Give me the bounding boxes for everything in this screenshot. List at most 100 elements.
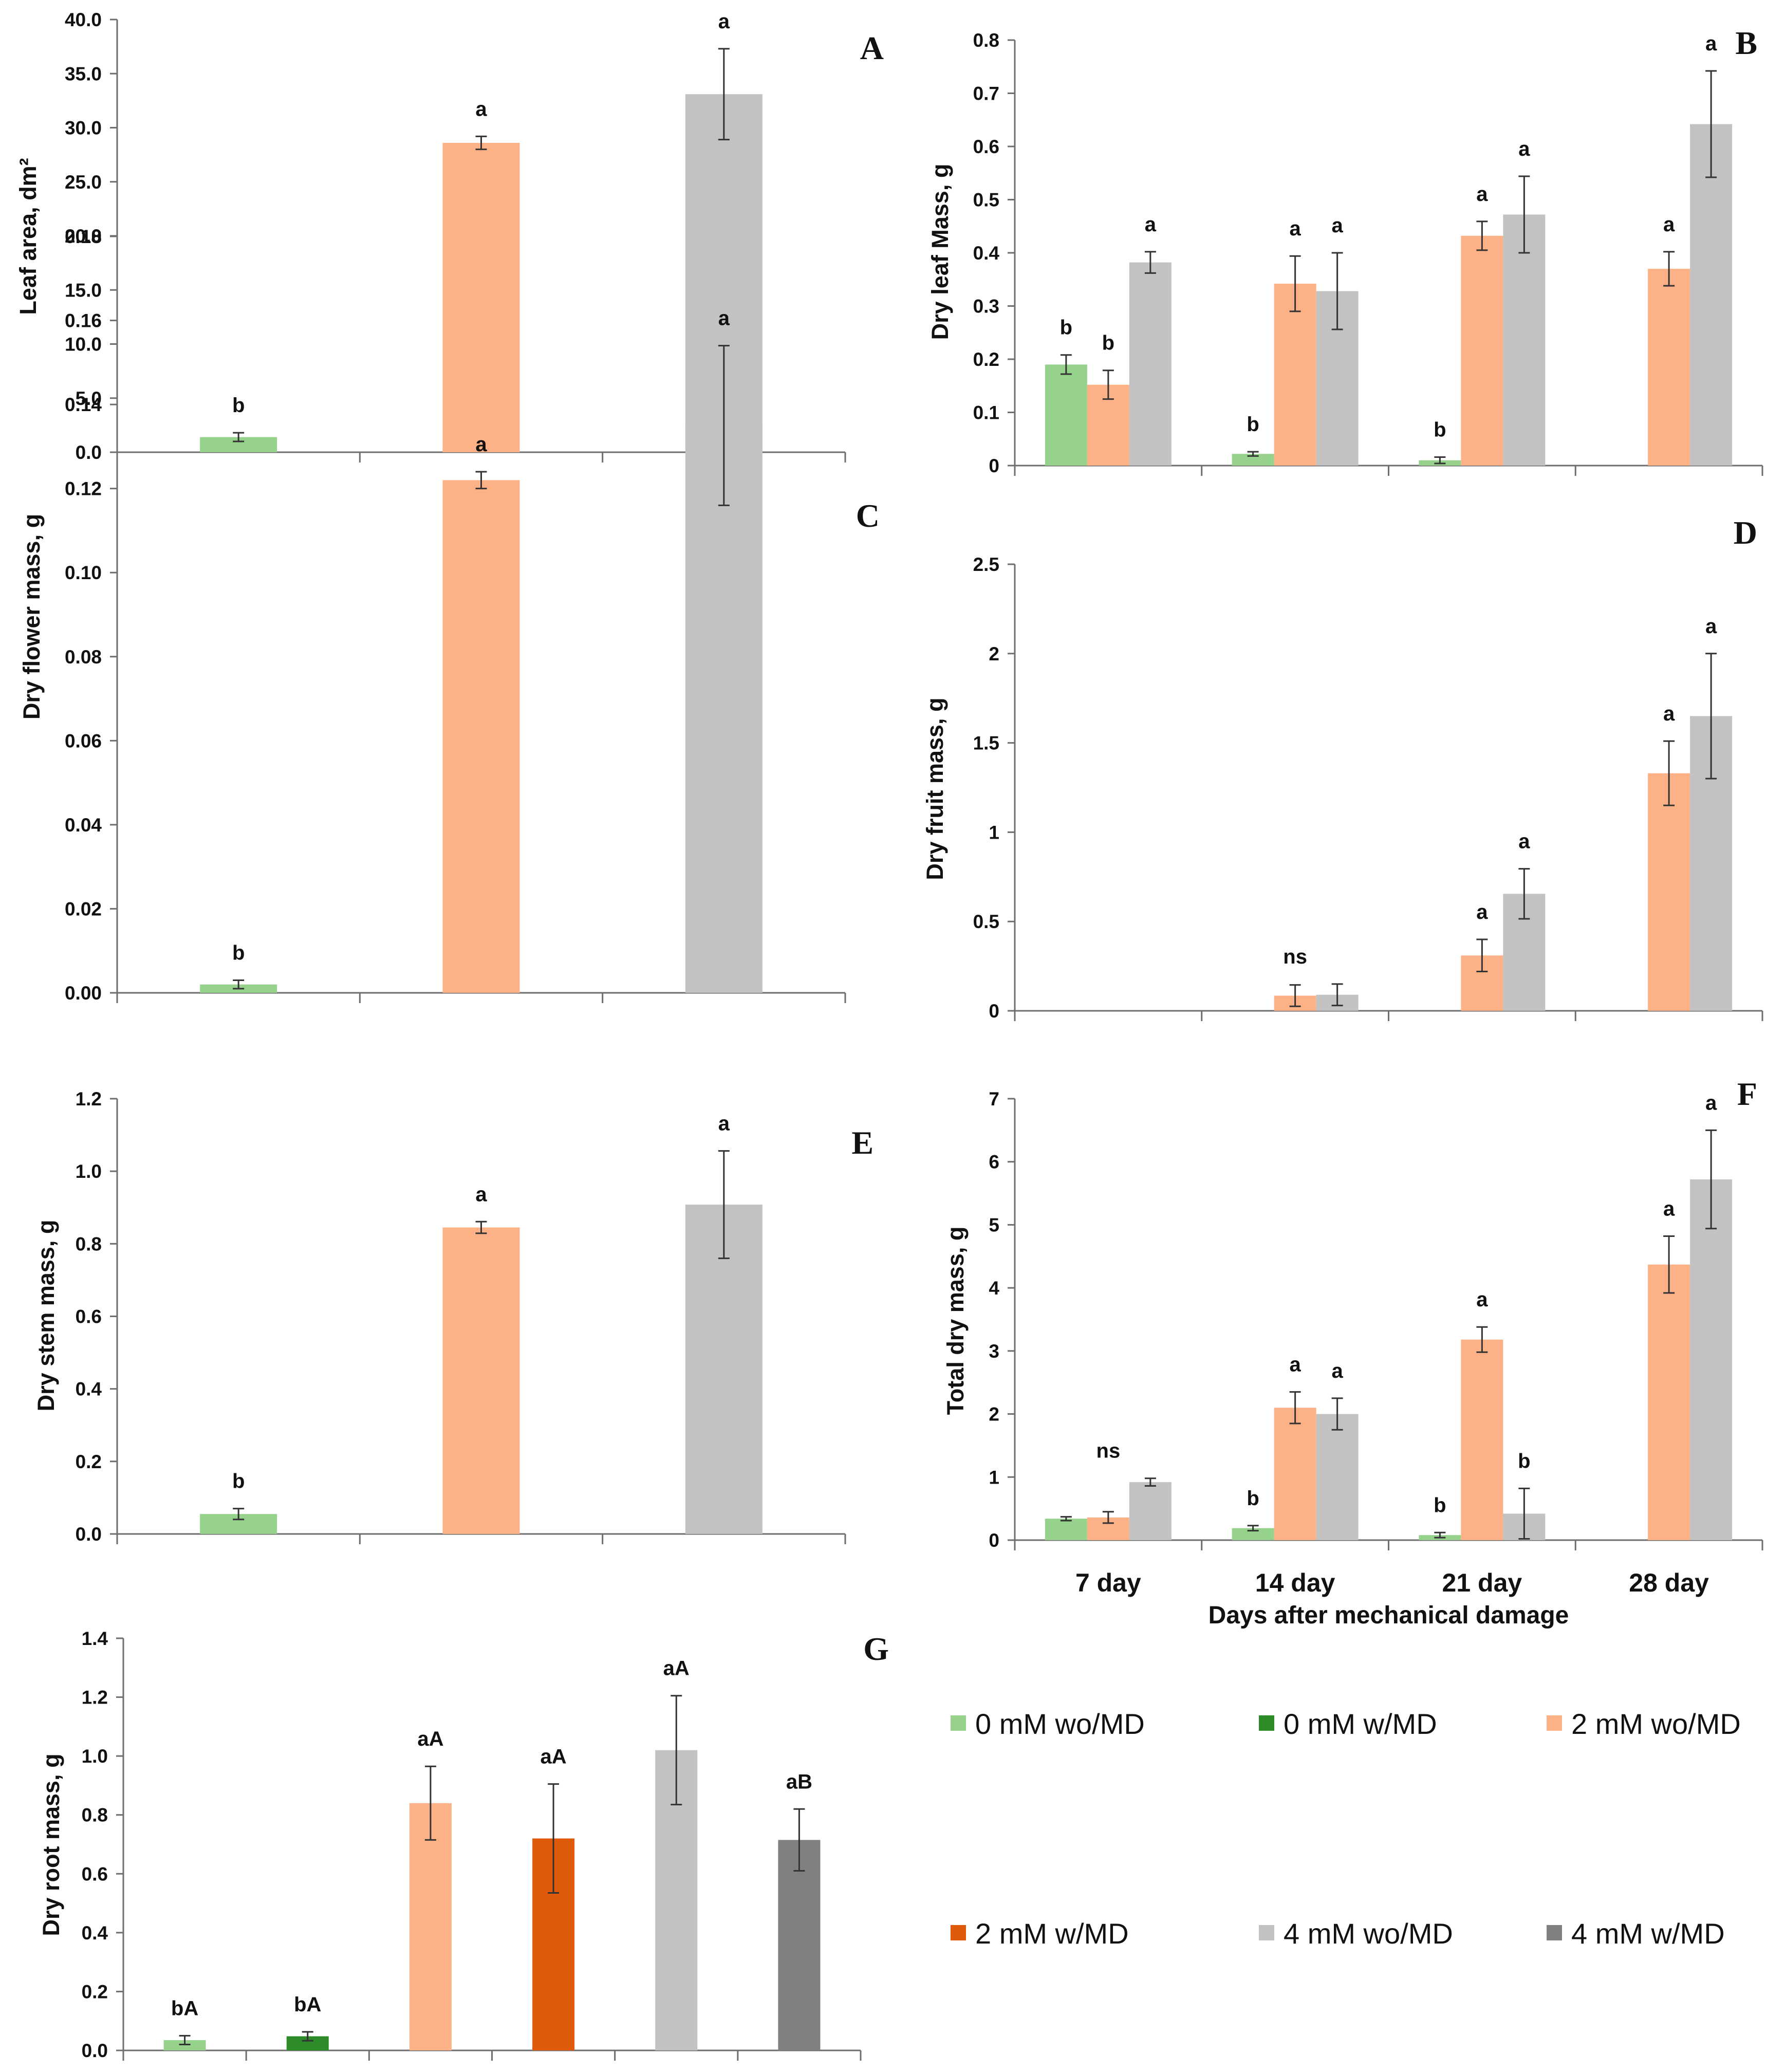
y-tick-label: 0.04 (65, 815, 102, 836)
significance-label: bA (294, 1993, 321, 2016)
panel-label: B (1735, 25, 1757, 61)
y-tick-label: 1.0 (76, 1161, 102, 1182)
significance-label: a (1518, 830, 1530, 853)
chart-d: 0 0.5 1 1.5 2 2.5 Dry fruit mass, g Da a a a ns (922, 514, 1763, 1022)
y-tick-label: 0.06 (65, 730, 102, 751)
y-tick-label: 1.2 (82, 1687, 108, 1708)
legend-label: 4 mM w/MD (1571, 1917, 1725, 1950)
y-tick-label: 0.2 (82, 1981, 108, 2002)
y-tick-label: 3 (989, 1341, 999, 1362)
significance-label: a (475, 98, 487, 120)
legend-swatch (1547, 1925, 1562, 1940)
y-tick-label: 0.6 (76, 1306, 102, 1327)
bar-c-1 (442, 480, 520, 993)
bar-b-2-2 (1503, 214, 1546, 466)
y-tick-label: 0.10 (65, 562, 102, 583)
panel-label: A (860, 30, 884, 66)
y-tick-label: 0.8 (973, 30, 999, 51)
y-tick-label: 0.00 (65, 983, 102, 1004)
significance-label: a (1705, 32, 1717, 55)
y-tick-label: 0.6 (973, 136, 999, 157)
y-tick-label: 1 (989, 822, 999, 843)
significance-label: aA (417, 1728, 443, 1750)
panel-label: E (851, 1124, 873, 1161)
bar-b-0-0 (1045, 364, 1087, 466)
chart-f: 0 1 2 3 4 5 6 7 Total dry mass, g F 7 day b a a 14 day… (942, 1076, 1763, 1629)
bar-f-3-2 (1690, 1179, 1733, 1540)
significance-label: b (1434, 1494, 1446, 1516)
bar-f-2-1 (1461, 1339, 1503, 1540)
bar-a-1 (442, 142, 520, 453)
y-tick-label: 0.18 (65, 226, 102, 247)
y-tick-label: 15.0 (65, 280, 102, 301)
y-tick-label: 1.4 (82, 1628, 108, 1649)
y-tick-label: 0.7 (973, 83, 999, 104)
legend-label: 2 mM wo/MD (1571, 1708, 1741, 1740)
y-axis-label: Dry flower mass, g (18, 514, 45, 719)
significance-label: b (1247, 1487, 1259, 1510)
y-tick-label: 0.02 (65, 898, 102, 919)
y-tick-label: 1.2 (76, 1088, 102, 1109)
significance-label: a (1145, 213, 1157, 236)
significance-label: a (718, 307, 730, 330)
x-tick-label: 14 day (1255, 1568, 1335, 1597)
y-tick-label: 2.5 (973, 554, 999, 575)
y-tick-label: 35.0 (65, 63, 102, 84)
significance-label: a (1290, 1354, 1301, 1376)
significance-label: a (1476, 1288, 1488, 1311)
chart-b: 0 0.1 0.2 0.3 0.4 0.5 0.6 0.7 0.8 Dry leaf Mass, … (927, 25, 1763, 476)
bar-f-3-1 (1648, 1264, 1690, 1540)
y-tick-label: 0.0 (76, 442, 102, 463)
y-tick-label: 5.0 (76, 388, 102, 409)
legend-swatch (951, 1925, 966, 1940)
y-tick-label: 0.08 (65, 646, 102, 668)
significance-label: a (1663, 1198, 1675, 1220)
bar-g-2 (409, 1803, 452, 2050)
panel-label: G (863, 1631, 889, 1667)
y-tick-label: 30.0 (65, 118, 102, 139)
y-axis-label: Leaf area, dm² (15, 158, 41, 314)
legend-swatch (1259, 1715, 1274, 1731)
legend-swatch (1547, 1715, 1562, 1731)
significance-label: a (1705, 615, 1717, 638)
y-tick-label: 0.12 (65, 478, 102, 499)
y-axis-label: Dry leaf Mass, g (927, 164, 953, 340)
y-tick-label: 4 (989, 1278, 999, 1299)
x-tick-label: 7 day (1075, 1568, 1141, 1597)
bar-f-0-2 (1129, 1482, 1172, 1540)
bar-b-2-1 (1461, 235, 1503, 466)
significance-label: a (1332, 1360, 1344, 1382)
significance-label: b (1102, 332, 1114, 355)
legend-swatch (951, 1715, 966, 1731)
y-tick-label: 1.0 (82, 1746, 108, 1767)
y-axis-label: Dry root mass, g (38, 1753, 64, 1936)
group-significance-label: ns (1283, 946, 1307, 968)
y-tick-label: 7 (989, 1088, 999, 1109)
y-tick-label: 0.4 (82, 1922, 108, 1944)
y-tick-label: 0.8 (82, 1805, 108, 1826)
significance-label: b (232, 941, 245, 964)
y-tick-label: 0.5 (973, 911, 999, 932)
panel-label: F (1737, 1076, 1757, 1112)
bar-f-1-2 (1316, 1414, 1359, 1540)
significance-label: b (1518, 1450, 1530, 1472)
x-tick-label: 28 day (1629, 1568, 1709, 1597)
y-tick-label: 2 (989, 1404, 999, 1425)
significance-label: b (1060, 317, 1072, 339)
bar-e-1 (442, 1227, 520, 1534)
legend: 0 mM wo/MD 0 mM w/MD 2 mM wo/MD 2 mM w/MD 4 … (951, 1708, 1741, 1950)
bar-f-0-0 (1045, 1519, 1087, 1540)
chart-e: 0.0 0.2 0.4 0.6 0.8 1.0 1.2 Dry stem mass, g Eb a… (33, 1088, 873, 1545)
y-tick-label: 0.0 (82, 2040, 108, 2061)
significance-label: a (475, 433, 487, 456)
significance-label: b (1434, 418, 1446, 441)
significance-label: a (475, 1183, 487, 1206)
significance-label: b (232, 1470, 245, 1493)
y-tick-label: 0.16 (65, 310, 102, 331)
significance-label: b (232, 394, 245, 417)
y-tick-label: 0.3 (973, 296, 999, 317)
significance-label: a (1663, 213, 1675, 236)
y-tick-label: 40.0 (65, 9, 102, 30)
y-tick-label: 0 (989, 1530, 999, 1551)
y-tick-label: 0.2 (973, 349, 999, 370)
